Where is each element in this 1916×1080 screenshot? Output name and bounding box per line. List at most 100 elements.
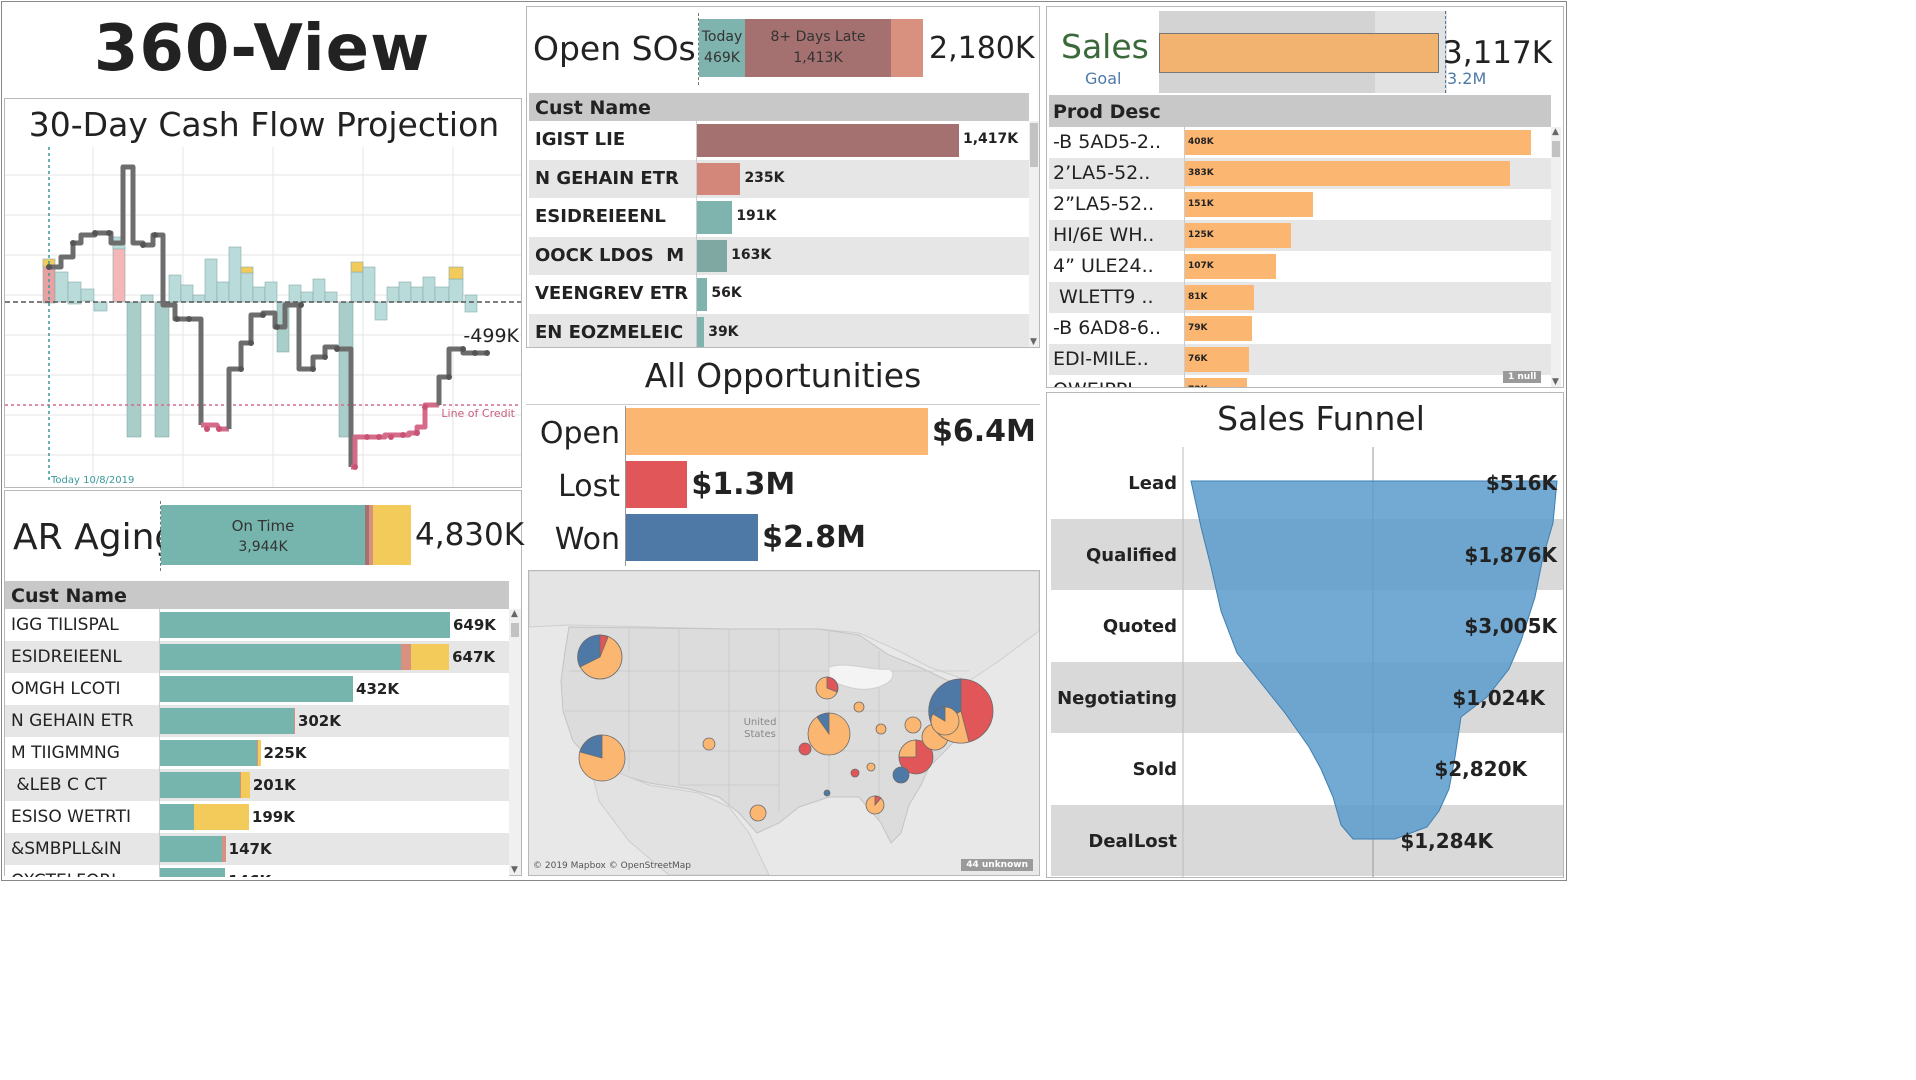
sales-bullet-bg: [1159, 11, 1447, 93]
ar-row-divider: [159, 609, 160, 641]
sales-scrollbar[interactable]: ▲ ▼: [1551, 127, 1561, 387]
sales-row[interactable]: WLETT9 .. 81K: [1049, 282, 1551, 313]
sales-scroll-thumb[interactable]: [1552, 141, 1560, 157]
map-pie: [807, 712, 851, 756]
opp-row[interactable]: Lost $1.3M: [526, 459, 1040, 512]
opp-value: $1.3M: [691, 467, 796, 502]
so-scroll-thumb[interactable]: [1030, 123, 1038, 167]
cf-bar: [204, 258, 218, 303]
so-row-bar: [697, 124, 959, 157]
sales-row[interactable]: 2”LA5-52.. 151K: [1049, 189, 1551, 220]
map-dot: [798, 742, 812, 756]
so-row-value: 235K: [744, 169, 785, 186]
cf-bar: [350, 261, 364, 273]
ar-row[interactable]: OXCTELFORI 146K: [5, 865, 509, 877]
funnel-stage-value: $2,820K: [1434, 757, 1527, 781]
so-row-value: 191K: [736, 208, 777, 224]
ar-row-name: ESIDREIEENL: [11, 647, 122, 667]
ar-row[interactable]: OMGH LCOTI 432K: [5, 673, 509, 705]
sales-row-name: HI/6E WH..: [1053, 224, 1155, 246]
opp-row[interactable]: Won $2.8M: [526, 512, 1040, 565]
ar-bar-teal: [160, 868, 226, 877]
so-rows: IGIST LIE 1,417K N GEHAIN ETR 235K ESIDREIEE…: [529, 121, 1029, 347]
opp-row[interactable]: Open $6.4M: [526, 406, 1040, 459]
funnel-stage-label: DealLost: [1088, 830, 1177, 852]
ar-bar-teal: [160, 740, 257, 766]
map-pie: [930, 706, 960, 736]
us-map[interactable]: [529, 571, 1039, 875]
sales-row-bar: [1185, 347, 1250, 372]
funnel-stage-value: $3,005K: [1464, 614, 1557, 638]
sales-row[interactable]: -B 6AD8-6.. 79K: [1049, 313, 1551, 344]
so-row[interactable]: EN EOZMELEIC 39K: [529, 313, 1029, 347]
ar-bar-red: [221, 836, 226, 862]
sales-row-value: 125K: [1188, 230, 1214, 240]
map-dot: [904, 716, 922, 734]
so-row-name: N GEHAIN ETR: [535, 167, 679, 189]
funnel-stage-value: $1,024K: [1452, 685, 1545, 710]
ar-scrollbar[interactable]: ▲ ▼: [509, 609, 521, 875]
sales-row-value: 76K: [1188, 354, 1208, 364]
sales-row-bar: [1185, 223, 1291, 248]
ar-rows: IGG TILISPAL 649K ESIDREIEENL 647K OMGH LCOT…: [5, 609, 509, 877]
scroll-down-icon[interactable]: ▼: [1030, 337, 1037, 347]
sales-row[interactable]: EDI-MILE.. 76K: [1049, 344, 1551, 375]
opp-bar: [626, 461, 688, 508]
ar-aging-panel: AR Aging On Time 3,944K 4,830K Cust Name…: [4, 490, 524, 877]
ar-row[interactable]: &LEB C CT 201K: [5, 769, 509, 801]
so-today-segment: [699, 19, 745, 77]
opp-label: Won: [554, 522, 620, 557]
sales-row-value: 408K: [1188, 137, 1214, 147]
so-scrollbar[interactable]: ▼: [1029, 121, 1039, 347]
funnel-title: Sales Funnel: [1217, 399, 1425, 438]
so-col-header: Cust Name: [529, 93, 1029, 121]
dashboard-title: 360-View: [93, 12, 431, 86]
ar-row[interactable]: N GEHAIN ETR 302K: [5, 705, 509, 737]
so-row-name: VEENGREV ETR: [535, 283, 689, 304]
so-row[interactable]: VEENGREV ETR 56K: [529, 275, 1029, 314]
ar-row-value: 201K: [252, 776, 296, 794]
map-credit: © 2019 Mapbox © OpenStreetMap: [533, 861, 691, 871]
scroll-up-icon[interactable]: ▲: [1552, 127, 1559, 137]
ar-row[interactable]: M TIIGMMNG 225K: [5, 737, 509, 769]
funnel-stage-label: Quoted: [1102, 616, 1177, 637]
ar-row-name: &SMBPLL&IN: [11, 839, 122, 859]
cf-bar: [140, 294, 154, 303]
scroll-down-icon[interactable]: ▼: [1552, 377, 1559, 387]
so-row[interactable]: IGIST LIE 1,417K: [529, 121, 1029, 160]
ar-row[interactable]: &SMBPLL&IN 147K: [5, 833, 509, 865]
sales-row-value: 73K: [1188, 385, 1208, 387]
ar-scroll-thumb[interactable]: [511, 623, 519, 637]
funnel-stage-label: Sold: [1132, 759, 1177, 780]
scroll-up-icon[interactable]: ▲: [511, 609, 518, 619]
ar-row[interactable]: ESIDREIEENL 647K: [5, 641, 509, 673]
sales-row[interactable]: -B 5AD5-2.. 408K: [1049, 127, 1551, 158]
sales-null-badge[interactable]: 1 null: [1503, 371, 1542, 383]
ar-bar-teal: [160, 676, 354, 702]
opp-value: $2.8M: [762, 520, 866, 555]
so-row-name: OOCK LDOS M: [535, 244, 685, 266]
map-panel[interactable]: United States © 2019 Mapbox © OpenStreet…: [528, 570, 1040, 876]
sales-row[interactable]: 4” ULE24.. 107K: [1049, 251, 1551, 282]
sales-row-bar: [1185, 192, 1314, 217]
sales-row[interactable]: OWEIPPL 73K: [1049, 375, 1551, 387]
ar-row[interactable]: ESISO WETRTI 199K: [5, 801, 509, 833]
cash-flow-panel: 30-Day Cash Flow Projection: [4, 98, 522, 488]
ar-bar-teal: [160, 836, 222, 862]
so-row[interactable]: OOCK LDOS M 163K: [529, 236, 1029, 275]
cf-credit-points: [204, 404, 428, 470]
map-country-label: United States: [743, 717, 777, 740]
sales-row[interactable]: HI/6E WH.. 125K: [1049, 220, 1551, 251]
so-row[interactable]: ESIDREIEENL 191K: [529, 198, 1029, 237]
ar-row[interactable]: IGG TILISPAL 649K: [5, 609, 509, 641]
sales-row-divider: [1184, 220, 1185, 251]
cf-balance-line: [226, 302, 354, 467]
so-row-name: ESIDREIEENL: [535, 206, 666, 227]
map-markers[interactable]: [577, 634, 994, 822]
sales-title: Sales: [1061, 27, 1149, 66]
opp-value: $6.4M: [932, 414, 1036, 449]
sales-row[interactable]: 2’LA5-52.. 383K: [1049, 158, 1551, 189]
map-unknown-badge[interactable]: 44 unknown: [961, 859, 1033, 871]
scroll-down-icon[interactable]: ▼: [511, 865, 518, 875]
so-row[interactable]: N GEHAIN ETR 235K: [529, 159, 1029, 198]
